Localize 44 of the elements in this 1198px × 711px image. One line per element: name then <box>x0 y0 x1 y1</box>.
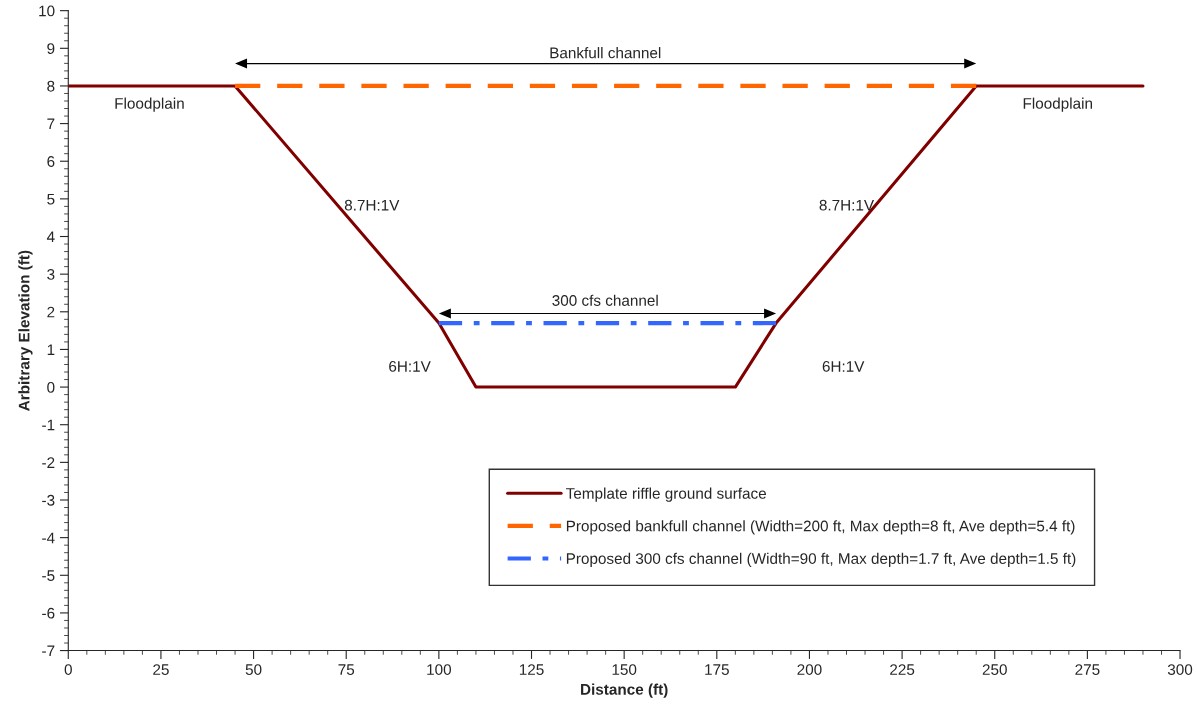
annotation: Floodplain <box>115 97 184 112</box>
x-tick-label: 225 <box>890 664 915 675</box>
y-tick-label: -2 <box>42 457 55 468</box>
y-tick-label: -4 <box>42 532 55 544</box>
y-tick-label: -5 <box>42 570 55 581</box>
x-tick-label: 0 <box>64 664 72 675</box>
y-tick-label: 8 <box>47 80 55 92</box>
annotation: 8.7H:1V <box>819 199 875 211</box>
annotation: 6H:1V <box>389 361 431 372</box>
x-axis-title: Distance (ft) <box>581 683 668 698</box>
y-tick-label: 1 <box>47 344 55 355</box>
x-tick-label: 100 <box>427 664 452 675</box>
x-tick-label: 175 <box>705 664 729 675</box>
annotation: 8.7H:1V <box>344 199 400 211</box>
x-tick-label: 300 <box>1167 664 1193 675</box>
x-tick-label: 275 <box>1075 664 1100 675</box>
y-tick-label: 6 <box>47 156 55 167</box>
y-tick-label: 4 <box>46 231 55 243</box>
y-axis-title: Arbitrary Elevation (ft) <box>18 250 33 411</box>
annotation: Bankfull channel <box>550 47 661 59</box>
y-tick-label: 7 <box>47 118 55 130</box>
x-tick-label: 250 <box>982 664 1007 675</box>
x-tick-label: 150 <box>612 664 637 675</box>
x-tick-label: 125 <box>519 664 544 675</box>
x-tick-label: 200 <box>797 664 822 675</box>
x-tick-label: 75 <box>338 664 355 675</box>
y-tick-label: 10 <box>39 5 55 17</box>
y-tick-label: 2 <box>47 306 55 318</box>
y-tick-label: -6 <box>42 607 55 619</box>
legend-label: Proposed bankfull channel (Width=200 ft, Max depth=8 ft, Ave depth=5.4 ft) <box>566 520 1075 535</box>
y-tick-label: 9 <box>47 43 55 54</box>
annotation: 300 cfs channel <box>552 294 658 306</box>
y-tick-label: -1 <box>42 419 55 431</box>
x-tick-label: 25 <box>153 664 169 675</box>
annotation: Floodplain <box>1023 97 1092 112</box>
y-tick-label: -7 <box>42 645 55 657</box>
annotation: 6H:1V <box>822 361 865 372</box>
y-tick-label: 3 <box>47 269 55 280</box>
y-tick-label: 0 <box>47 381 55 393</box>
y-tick-label: -3 <box>42 494 55 506</box>
legend-label: Template riffle ground surface <box>566 487 766 502</box>
y-tick-label: 5 <box>47 193 55 205</box>
x-tick-label: 50 <box>245 664 262 675</box>
legend-label: Proposed 300 cfs channel (Width=90 ft, Max depth=1.7 ft, Ave depth=1.5 ft) <box>566 552 1076 567</box>
